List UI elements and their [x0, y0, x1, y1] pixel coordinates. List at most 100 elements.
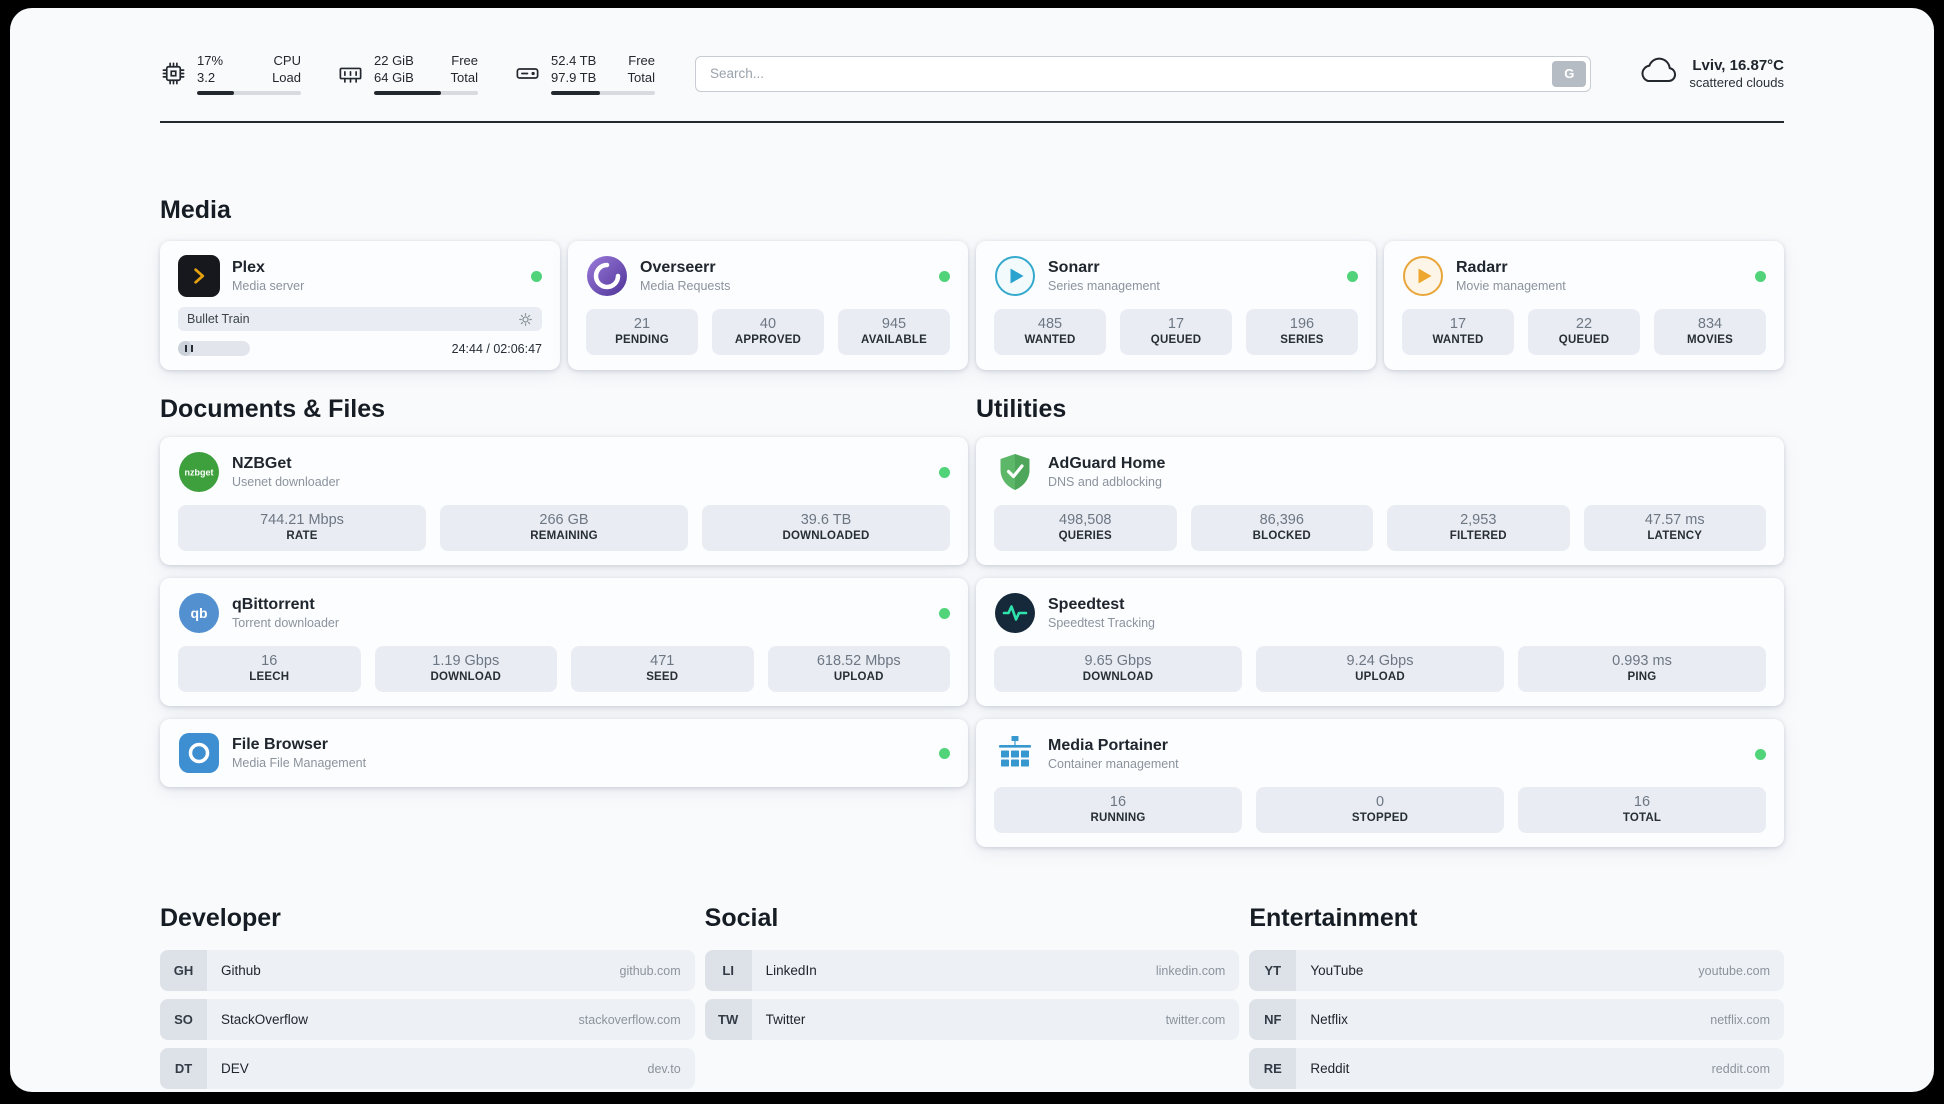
stat-box: 485 WANTED [994, 309, 1106, 355]
stat-label: SERIES [1280, 334, 1324, 346]
status-online-dot [939, 747, 950, 759]
stat-box: 744.21 Mbps RATE [178, 505, 426, 551]
bookmark-name: Twitter [765, 1012, 806, 1027]
section-title-social: Social [704, 904, 779, 932]
stat-value: 9.65 Gbps [1084, 653, 1152, 669]
stat-label: WANTED [1024, 334, 1076, 346]
bookmark-abbr-badge: YT [1249, 950, 1297, 991]
media-grid: Plex Media server Bullet Train [160, 241, 1784, 370]
bookmark-name: StackOverflow [221, 1012, 309, 1027]
stat-value: 1.19 Gbps [432, 653, 500, 669]
disk-progress-bar [551, 91, 655, 95]
stat-box: 17 QUEUED [1120, 309, 1232, 355]
bookmark-name: LinkedIn [765, 963, 817, 978]
stat-label: STOPPED [1351, 812, 1409, 824]
stat-label: UPLOAD [1355, 671, 1405, 683]
stat-value: 16 [261, 653, 278, 669]
status-online-dot [1347, 270, 1358, 282]
header-divider [160, 121, 1784, 123]
app-card-radarr[interactable]: Radarr Movie management 17 WANTED 22 QUEUE… [1384, 241, 1784, 370]
stat-value: 498,508 [1059, 512, 1112, 528]
stat-value: 17 [1167, 316, 1185, 332]
search-engine-button[interactable]: G [1552, 60, 1587, 87]
top-bar: 17% CPU 3.2 Load 22 GiB Free 64 GiB Total [160, 8, 1784, 95]
app-card-plex[interactable]: Plex Media server Bullet Train [160, 241, 560, 370]
stat-label: DOWNLOADED [782, 530, 870, 542]
bookmark-column-developer: Developer GH Github github.com SO StackO… [160, 903, 695, 1089]
stat-label: QUEUED [1150, 334, 1202, 346]
bookmark-linkedin[interactable]: LI LinkedIn linkedin.com [704, 950, 1240, 991]
cpu-chip-icon [160, 60, 187, 87]
sonarr-icon [994, 255, 1036, 297]
section-title-developer: Developer [160, 904, 281, 932]
bookmark-github[interactable]: GH Github github.com [160, 950, 695, 991]
bookmark-youtube[interactable]: YT YouTube youtube.com [1249, 950, 1784, 991]
adguard-icon [994, 451, 1036, 493]
stat-box: 40 APPROVED [712, 309, 824, 355]
playback-progress-bar[interactable] [178, 341, 250, 356]
app-card-sonarr[interactable]: Sonarr Series management 485 WANTED 17 QUE… [976, 241, 1376, 370]
stat-box: 196 SERIES [1246, 309, 1358, 355]
bookmark-stackoverflow[interactable]: SO StackOverflow stackoverflow.com [160, 999, 695, 1040]
system-stats: 17% CPU 3.2 Load 22 GiB Free 64 GiB Total [160, 52, 655, 95]
cpu-row-2: 3.2 Load [197, 69, 301, 86]
utilities-column: Utilities AdGuard Home DNS and adblockin… [976, 394, 1784, 847]
status-online-dot [939, 607, 950, 619]
app-card-adguard[interactable]: AdGuard Home DNS and adblocking 498,508 Q… [976, 437, 1784, 565]
disk-free-value: 52.4 TB [551, 53, 597, 68]
stat-value: 0 [1375, 794, 1385, 810]
stat-value: 471 [650, 653, 675, 669]
bookmark-url: twitter.com [1165, 1012, 1226, 1027]
media-section: Media Plex Media server [160, 195, 1784, 370]
stat-box: 0 STOPPED [1256, 787, 1504, 833]
stat-box: 21 PENDING [586, 309, 698, 355]
status-online-dot [1755, 748, 1766, 760]
app-card-filebrowser[interactable]: File Browser Media File Management [160, 719, 968, 787]
bookmark-netflix[interactable]: NF Netflix netflix.com [1249, 999, 1784, 1040]
search-bar: G [695, 55, 1592, 92]
stat-box: 834 MOVIES [1654, 309, 1766, 355]
stat-label: SEED [646, 671, 679, 683]
app-card-portainer[interactable]: Media Portainer Container management 16 R… [976, 719, 1784, 847]
bookmark-name: Github [221, 963, 261, 978]
app-subtitle: Movie management [1456, 279, 1566, 293]
stat-value: 2,953 [1460, 512, 1497, 528]
stat-label: QUEUED [1558, 334, 1610, 346]
pause-icon [185, 345, 193, 352]
bookmark-url: reddit.com [1711, 1061, 1770, 1076]
cpu-usage-value: 17% [197, 53, 224, 68]
bookmark-dev[interactable]: DT DEV dev.to [160, 1048, 695, 1089]
cloud-icon [1635, 55, 1679, 92]
disk-row-1: 52.4 TB Free [551, 52, 655, 69]
bookmark-abbr-badge: TW [704, 999, 752, 1040]
app-card-overseerr[interactable]: Overseerr Media Requests 21 PENDING 40 APP… [568, 241, 968, 370]
app-card-qbittorrent[interactable]: qb qBittorrent Torrent downloader 16 LEEC… [160, 578, 968, 706]
stat-box: 22 QUEUED [1528, 309, 1640, 355]
bookmarks-section: Developer GH Github github.com SO StackO… [160, 903, 1784, 1092]
bookmark-reddit[interactable]: RE Reddit reddit.com [1249, 1048, 1784, 1089]
filebrowser-icon [178, 732, 220, 774]
stat-box: 39.6 TB DOWNLOADED [702, 505, 950, 551]
disk-row-2: 97.9 TB Total [551, 69, 655, 86]
stat-label: MOVIES [1687, 334, 1733, 346]
ram-row-1: 22 GiB Free [374, 52, 478, 69]
stat-label: PENDING [615, 334, 669, 346]
search-input[interactable] [695, 55, 1592, 92]
app-card-nzbget[interactable]: nzbget NZBGet Usenet downloader 744.21 M… [160, 437, 968, 565]
stat-box: 9.24 Gbps UPLOAD [1256, 646, 1504, 692]
bookmark-abbr-badge: LI [704, 950, 752, 991]
stat-box: 945 AVAILABLE [838, 309, 950, 355]
cpu-widget: 17% CPU 3.2 Load [160, 52, 301, 95]
weather-condition: scattered clouds [1689, 75, 1784, 90]
app-subtitle: Torrent downloader [232, 616, 340, 630]
settings-gear-icon[interactable] [518, 312, 533, 327]
stat-box: 1.19 Gbps DOWNLOAD [374, 646, 557, 692]
bookmark-abbr-badge: NF [1249, 999, 1297, 1040]
bookmark-twitter[interactable]: TW Twitter twitter.com [704, 999, 1240, 1040]
bookmark-abbr-badge: DT [160, 1048, 207, 1089]
stat-value: 834 [1697, 316, 1723, 332]
portainer-icon [994, 733, 1036, 775]
app-card-speedtest[interactable]: Speedtest Speedtest Tracking 9.65 Gbps DO… [976, 578, 1784, 706]
stat-value: 945 [881, 316, 907, 332]
stat-value: 196 [1289, 316, 1315, 332]
